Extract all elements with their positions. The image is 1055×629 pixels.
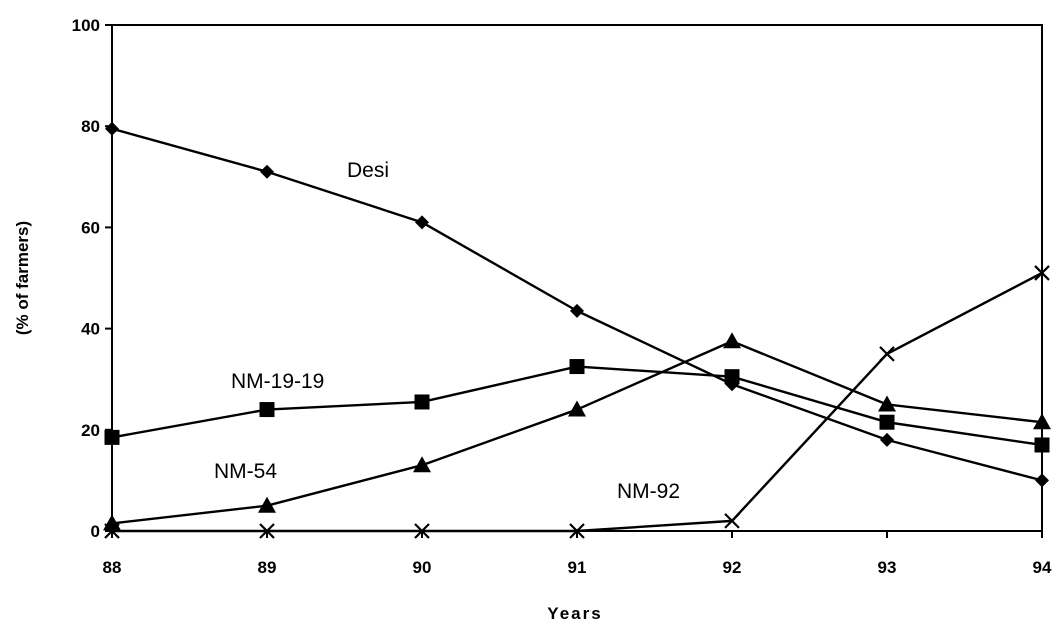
series-label-nm-19-19: NM-19-19 <box>231 370 324 393</box>
x-tick-label: 88 <box>103 558 122 577</box>
x-tick-label: 91 <box>568 558 587 577</box>
data-point-desi <box>260 164 274 179</box>
data-point-desi <box>105 121 119 136</box>
data-point-nm-92 <box>104 523 120 539</box>
data-point-nm-92 <box>414 523 430 539</box>
x-tick-label: 92 <box>723 558 742 577</box>
data-point-nm-54 <box>1033 413 1051 430</box>
data-point-desi <box>880 432 894 447</box>
data-point-nm-92 <box>724 513 740 529</box>
data-point-nm-54 <box>568 400 586 417</box>
data-point-nm-19-19 <box>1034 437 1050 453</box>
data-point-desi <box>415 215 429 230</box>
y-tick-label: 60 <box>81 218 100 237</box>
data-point-desi <box>570 303 584 318</box>
data-point-nm-92 <box>259 523 275 539</box>
data-point-nm-19-19 <box>104 429 120 445</box>
x-tick-label: 94 <box>1033 558 1052 577</box>
data-point-nm-92 <box>1034 265 1050 281</box>
y-tick-label: 20 <box>81 421 100 440</box>
data-point-nm-54 <box>258 496 276 513</box>
plot-frame <box>111 24 1043 532</box>
data-point-nm-19-19 <box>724 369 740 385</box>
x-axis-ticks: 88 89 90 91 92 93 94 <box>103 531 1052 577</box>
data-point-nm-92 <box>879 346 895 362</box>
y-tick-label: 0 <box>91 522 100 541</box>
series-label-desi: Desi <box>347 159 389 182</box>
data-point-nm-19-19 <box>569 359 585 375</box>
data-point-nm-54 <box>413 456 431 473</box>
data-point-nm-54 <box>878 395 896 412</box>
series-label-nm-92: NM-92 <box>617 480 680 503</box>
data-point-nm-19-19 <box>879 414 895 430</box>
data-point-nm-19-19 <box>259 402 275 418</box>
data-point-desi <box>1035 473 1049 488</box>
x-axis-title: Years <box>547 604 602 623</box>
y-axis-ticks: 0 20 40 60 80 100 <box>72 16 112 541</box>
x-tick-label: 89 <box>258 558 277 577</box>
x-tick-label: 90 <box>413 558 432 577</box>
x-tick-label: 93 <box>878 558 897 577</box>
y-tick-label: 80 <box>81 117 100 136</box>
series-label-nm-54: NM-54 <box>214 460 277 483</box>
data-point-nm-19-19 <box>414 394 430 410</box>
series-markers <box>103 121 1051 539</box>
data-point-nm-92 <box>569 523 585 539</box>
y-axis-title: (% of farmers) <box>13 221 32 335</box>
y-tick-label: 100 <box>72 16 100 35</box>
y-tick-label: 40 <box>81 320 100 339</box>
data-point-nm-54 <box>723 332 741 349</box>
